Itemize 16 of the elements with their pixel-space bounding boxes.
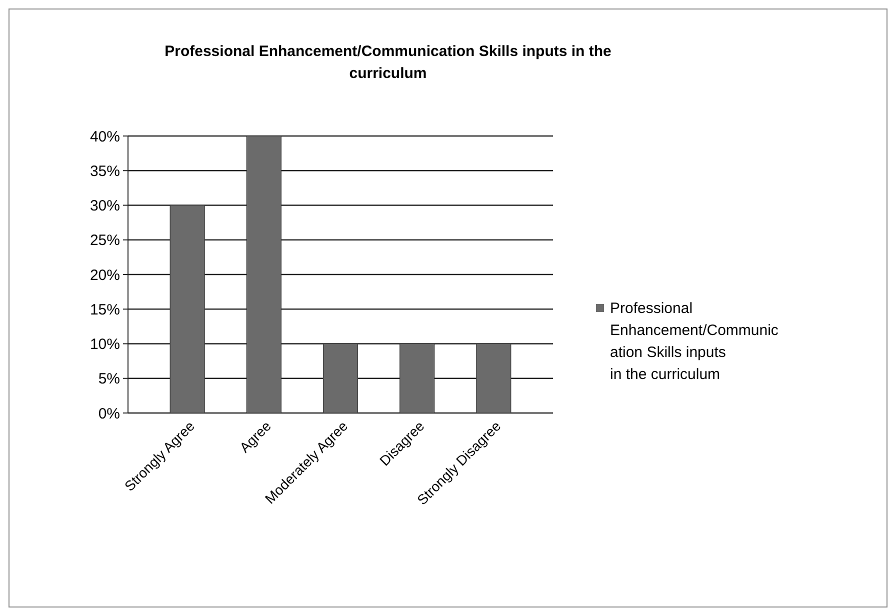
bar — [476, 343, 512, 414]
y-tick-label: 25% — [90, 232, 120, 250]
bar — [170, 204, 205, 414]
chart-title: Professional Enhancement/Communication Skills inputs in the curriculum — [164, 43, 612, 82]
y-tick-label: 5% — [98, 370, 120, 388]
y-tick-label: 15% — [90, 301, 120, 318]
y-tick-label: 0% — [98, 405, 120, 422]
y-tick-label: 20% — [90, 266, 120, 284]
y-tick-label: 10% — [90, 336, 120, 353]
y-tick-label: 35% — [90, 162, 120, 180]
bar — [246, 136, 282, 414]
bar — [400, 343, 435, 414]
y-tick-label: 40% — [90, 128, 120, 146]
bar — [322, 343, 358, 414]
legend-label: Professional Enhancement/Communication Skills inputs in the curriculum — [610, 300, 779, 383]
y-tick-label: 30% — [90, 198, 120, 214]
